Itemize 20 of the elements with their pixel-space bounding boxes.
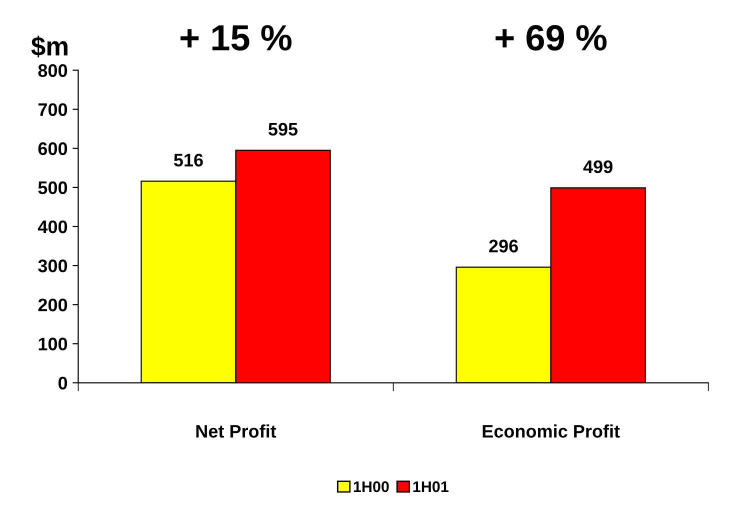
data-label: 595 (268, 122, 298, 136)
data-label: 499 (583, 160, 612, 174)
y-tick-label: 400 (38, 220, 68, 234)
text: + 15 % (180, 25, 292, 51)
text: + 69 % (496, 25, 607, 51)
y-tick-label: 100 (38, 338, 68, 350)
x-tick-label: Net Profit (196, 424, 276, 438)
y-axis-title: $m (31, 36, 68, 58)
y-tick-label: 500 (38, 181, 68, 194)
x-tick-label: Economic Profit (482, 424, 620, 438)
data-label: 516 (174, 154, 203, 167)
legend-label: 1H01 (413, 481, 448, 492)
y-tick-label: 300 (38, 260, 68, 272)
y-tick-label: 200 (38, 298, 68, 312)
legend-label: 1H00 (354, 481, 389, 492)
y-tick-label: 600 (38, 142, 68, 156)
y-tick-label: 700 (38, 103, 68, 116)
y-tick-label: 800 (38, 64, 68, 77)
data-label: 296 (489, 240, 518, 252)
y-tick-label: 0 (58, 376, 68, 390)
